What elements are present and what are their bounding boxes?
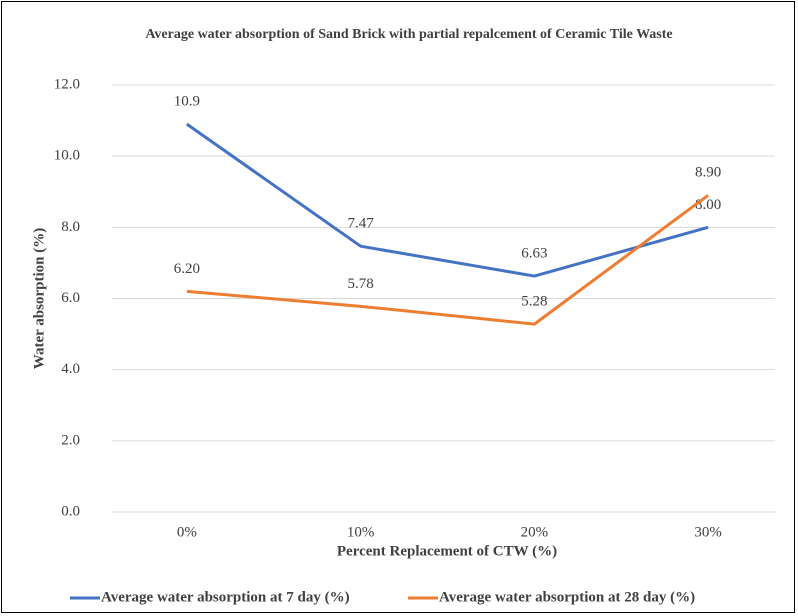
data-label: 6.63 xyxy=(521,246,547,262)
data-label: 8.90 xyxy=(695,165,721,181)
y-axis-label: Water absorption (%) xyxy=(31,228,47,369)
data-label: 8.00 xyxy=(695,197,721,213)
data-label: 10.9 xyxy=(174,94,200,110)
x-tick-label: 0% xyxy=(177,524,197,540)
x-tick-label: 10% xyxy=(347,524,375,540)
data-label: 5.28 xyxy=(521,294,547,310)
legend-label: Average water absorption at 28 day (%) xyxy=(439,589,695,605)
y-tick-label: 0.0 xyxy=(61,503,80,519)
series-line xyxy=(186,122,709,278)
x-axis-label: Percent Replacement of CTW (%) xyxy=(337,543,557,559)
y-tick-label: 8.0 xyxy=(61,219,80,235)
series-line xyxy=(186,194,710,326)
y-tick-label: 4.0 xyxy=(61,361,80,377)
chart-title: Average water absorption of Sand Brick w… xyxy=(145,27,673,42)
data-label: 7.47 xyxy=(348,216,375,232)
y-tick-label: 2.0 xyxy=(61,432,80,448)
legend-label: Average water absorption at 7 day (%) xyxy=(101,589,350,605)
x-tick-label: 20% xyxy=(521,524,549,540)
data-label: 6.20 xyxy=(174,261,200,277)
y-tick-label: 10.0 xyxy=(54,148,80,164)
y-tick-label: 12.0 xyxy=(54,76,80,92)
data-label: 5.78 xyxy=(348,276,374,292)
y-tick-label: 6.0 xyxy=(61,290,80,306)
x-tick-label: 30% xyxy=(694,524,722,540)
